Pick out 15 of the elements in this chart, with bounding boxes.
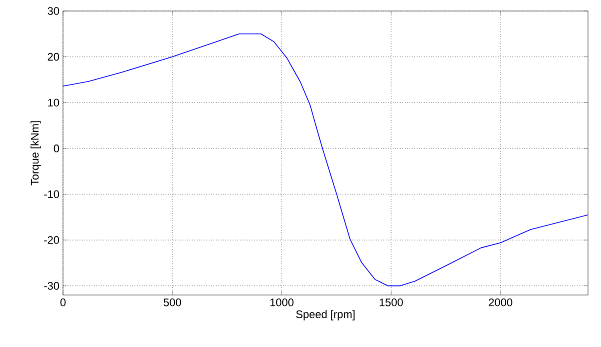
x-tick-label: 1500 bbox=[380, 298, 403, 306]
y-tick-label: 30 bbox=[48, 7, 60, 15]
y-tick-label: 0 bbox=[54, 144, 60, 152]
y-axis-title: Torque [kNm] bbox=[30, 121, 41, 186]
y-tick-label: -30 bbox=[44, 282, 60, 290]
line-series bbox=[63, 34, 588, 286]
x-tick-label: 0 bbox=[60, 298, 66, 306]
y-tick-label: 10 bbox=[48, 98, 60, 106]
x-tick-label: 2000 bbox=[488, 298, 512, 306]
y-tick-label: 20 bbox=[48, 52, 60, 61]
y-tick-label: -10 bbox=[44, 190, 60, 198]
x-tick-label: 1000 bbox=[270, 298, 294, 306]
y-tick-label: -20 bbox=[44, 236, 60, 244]
x-axis-title: Speed [rpm] bbox=[296, 310, 355, 320]
x-tick-label: 500 bbox=[164, 298, 182, 306]
